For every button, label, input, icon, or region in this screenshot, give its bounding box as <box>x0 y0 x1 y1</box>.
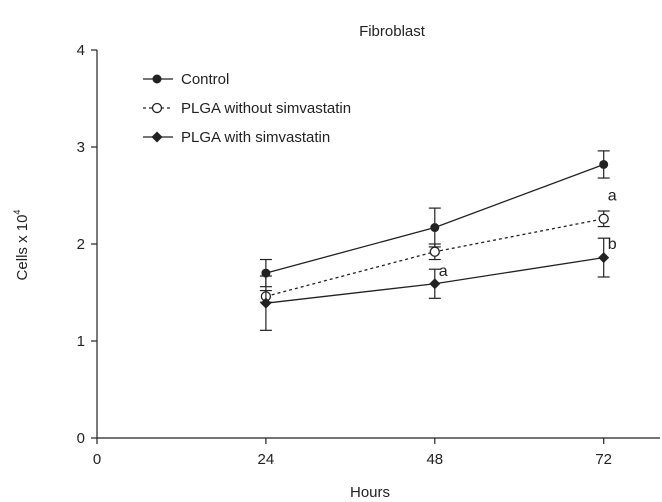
annotation-layer: a a b <box>439 188 617 281</box>
x-tick-label: 72 <box>595 451 612 468</box>
legend-item: Control <box>143 71 229 88</box>
y-tick-label: 0 <box>77 430 85 447</box>
legend-item: PLGA with simvastatin <box>143 129 330 146</box>
x-axis-ticks: 0 24 48 72 <box>93 438 612 468</box>
legend-label: Control <box>181 71 229 88</box>
series-control <box>259 150 610 288</box>
legend-item: PLGA without simvastatin <box>143 100 351 117</box>
x-tick-label: 48 <box>426 451 443 468</box>
data-point-filled-circle <box>430 223 440 233</box>
y-tick-label: 1 <box>77 333 85 350</box>
y-axis-label-text: Cells x 10 <box>14 215 31 281</box>
data-point-filled-circle <box>599 159 609 169</box>
y-axis-label-exponent: 4 <box>12 210 22 215</box>
chart-title: Fibroblast <box>359 23 426 40</box>
legend: Control PLGA without simvastatin PLGA with… <box>143 71 351 146</box>
x-tick-label: 24 <box>258 451 275 468</box>
significance-annotation: b <box>608 236 617 253</box>
data-point-filled-circle <box>152 74 162 84</box>
y-tick-label: 4 <box>77 42 85 59</box>
y-tick-label: 2 <box>77 236 85 253</box>
x-axis-label: Hours <box>350 484 390 501</box>
y-axis-label-group: Cells x 104 <box>12 210 31 281</box>
series-plga-with-simvastatin <box>259 237 610 331</box>
data-point-open-circle <box>151 102 163 114</box>
significance-annotation: a <box>439 263 448 280</box>
data-point-diamond <box>429 278 441 290</box>
data-point-open-circle <box>598 213 609 224</box>
significance-annotation: a <box>608 188 617 205</box>
x-tick-label: 0 <box>93 451 101 468</box>
series-layer <box>259 150 610 331</box>
y-axis-label: Cells x 104 <box>12 210 31 281</box>
y-axis-ticks: 0 1 2 3 4 <box>77 42 97 447</box>
data-point-diamond <box>598 252 610 264</box>
legend-label: PLGA without simvastatin <box>181 100 351 117</box>
data-point-diamond <box>151 131 163 143</box>
legend-label: PLGA with simvastatin <box>181 129 330 146</box>
data-point-diamond <box>260 297 272 309</box>
data-point-open-circle <box>429 246 440 257</box>
y-tick-label: 3 <box>77 139 85 156</box>
